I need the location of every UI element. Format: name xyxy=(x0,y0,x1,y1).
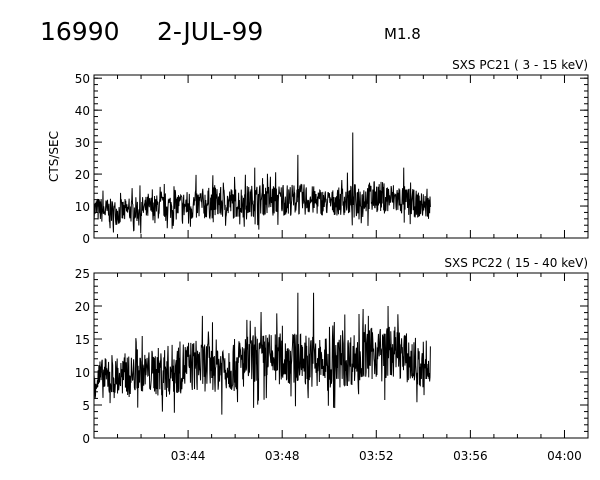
panel-title: SXS PC21 ( 3 - 15 keV) xyxy=(452,58,588,72)
y-tick-label: 0 xyxy=(82,232,90,246)
plot-frame xyxy=(93,272,589,439)
y-tick-label: 10 xyxy=(75,200,90,214)
y-tick-label: 40 xyxy=(75,104,90,118)
count-rate-trace xyxy=(93,292,431,415)
event-id: 16990 xyxy=(40,17,120,46)
y-tick-label: 25 xyxy=(75,267,90,281)
y-tick-label: 0 xyxy=(82,432,90,446)
plot-frame xyxy=(93,74,589,239)
y-tick-label: 50 xyxy=(75,72,90,86)
panel-title: SXS PC22 ( 15 - 40 keV) xyxy=(444,256,588,270)
y-tick-label: 10 xyxy=(75,366,90,380)
x-tick-label: 03:52 xyxy=(359,449,394,463)
y-axis-label: CTS/SEC xyxy=(47,131,61,182)
panel-pc21: SXS PC21 ( 3 - 15 keV) CTS/SEC 0 10 20 30 40 50 xyxy=(47,58,589,246)
x-tick-label: 03:56 xyxy=(453,449,488,463)
flare-class: M1.8 xyxy=(384,25,421,43)
y-tick-label: 15 xyxy=(75,333,90,347)
y-tick-label: 20 xyxy=(75,300,90,314)
y-tick-label: 30 xyxy=(75,136,90,150)
event-date: 2-JUL-99 xyxy=(157,17,263,46)
y-tick-label: 20 xyxy=(75,168,90,182)
x-tick-label: 04:00 xyxy=(547,449,582,463)
x-tick-label: 03:44 xyxy=(171,449,206,463)
y-tick-label: 5 xyxy=(82,399,90,413)
x-tick-label: 03:48 xyxy=(265,449,300,463)
count-rate-trace xyxy=(93,132,431,234)
panel-pc22: SXS PC22 ( 15 - 40 keV) 0 5 10 15 20 25 03:44 03… xyxy=(75,256,589,463)
